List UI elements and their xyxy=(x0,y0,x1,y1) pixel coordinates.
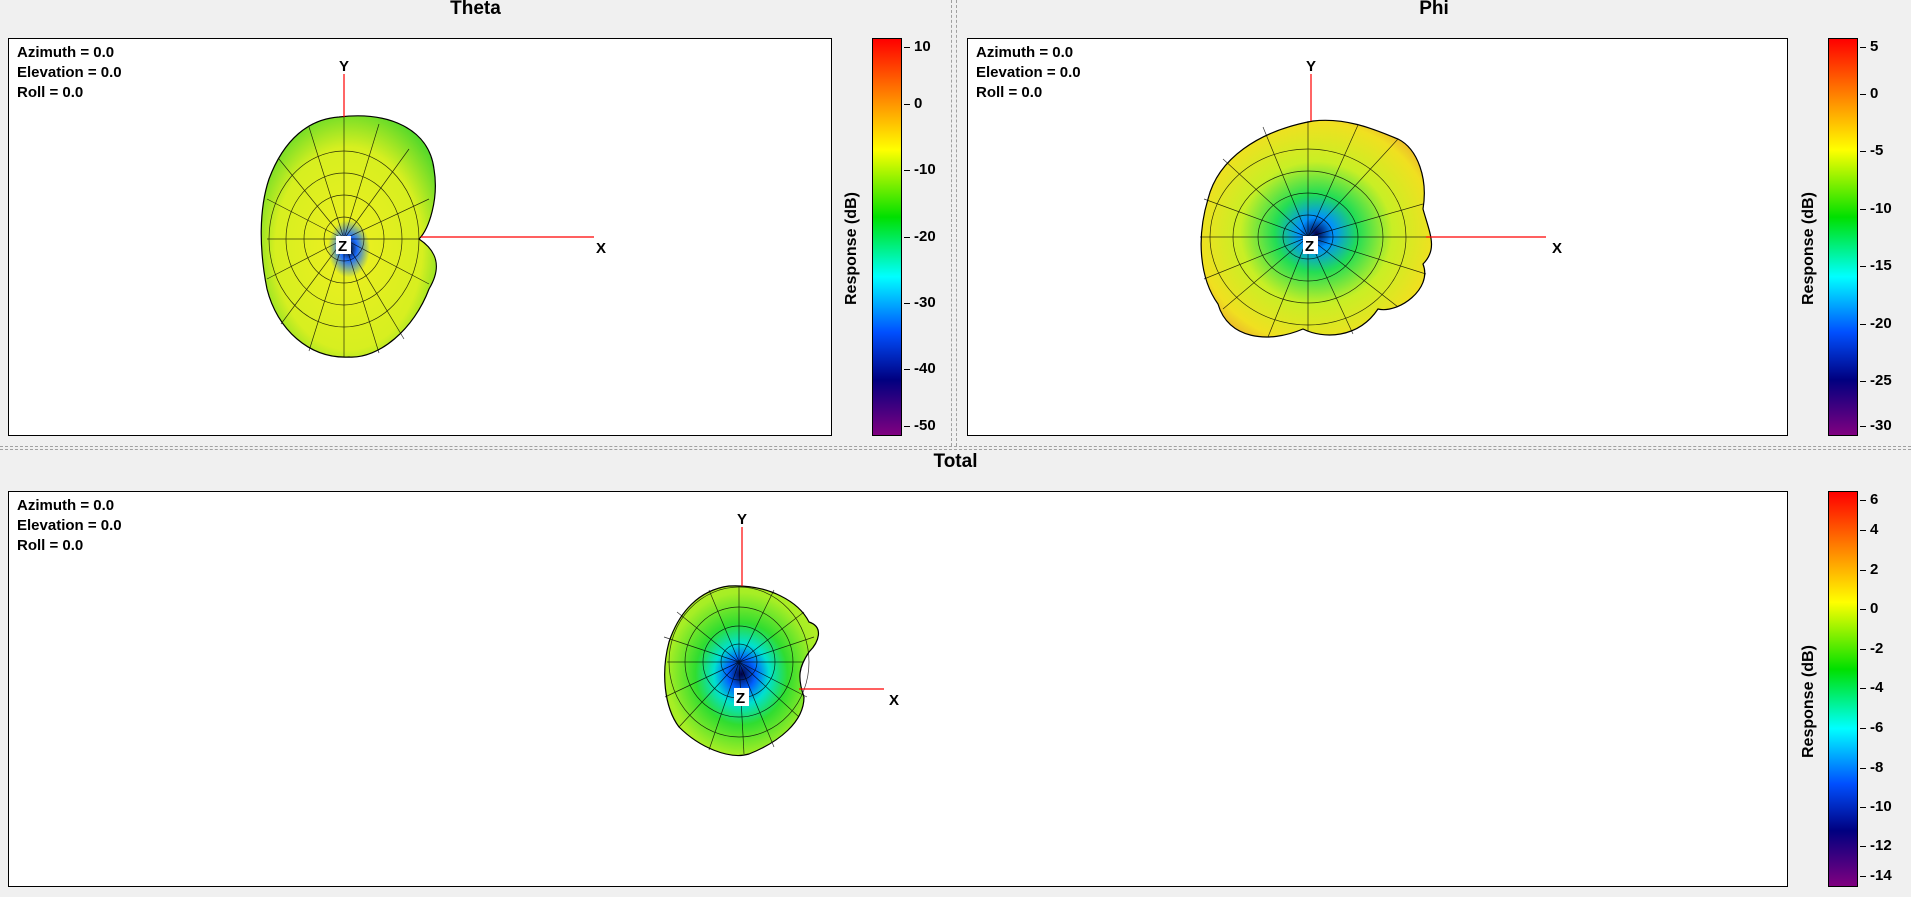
phi-colorbar xyxy=(1828,38,1858,436)
theta-z-axis-label: Z xyxy=(338,238,347,255)
total-panel-title: Total xyxy=(933,451,978,472)
theta-y-axis-label: Y xyxy=(339,58,349,75)
phi-3d-pattern: X Y Z xyxy=(1200,58,1562,338)
phi-colorbar-tick: -30 xyxy=(1860,417,1892,434)
horizontal-splitter[interactable] xyxy=(0,446,1911,450)
phi-colorbar-tick: -10 xyxy=(1860,200,1892,217)
phi-colorbar-tick: -5 xyxy=(1859,142,1884,159)
phi-y-axis-label: Y xyxy=(1306,58,1316,75)
total-pattern-surface xyxy=(664,585,819,757)
total-x-axis-label: X xyxy=(889,692,899,709)
theta-azimuth: Azimuth = 0.0 xyxy=(17,44,115,61)
total-colorbar-tick: -6 xyxy=(1859,719,1884,736)
total-z-axis-label: Z xyxy=(736,690,745,707)
total-colorbar-tick: -10 xyxy=(1860,798,1892,815)
total-3d-pattern: X Y Z xyxy=(663,511,899,757)
phi-colorbar-tick: -15 xyxy=(1860,257,1892,274)
theta-mesh xyxy=(266,117,430,357)
theta-elevation: Elevation = 0.0 xyxy=(17,64,122,81)
total-colorbar-tick: 0 xyxy=(1859,600,1879,617)
phi-plot-area[interactable]: Azimuth = 0.0 Elevation = 0.0 Roll = 0.0 xyxy=(967,38,1788,436)
total-colorbar-tick: -2 xyxy=(1859,640,1884,657)
theta-3d-pattern: X Y Z xyxy=(260,58,606,358)
theta-roll: Roll = 0.0 xyxy=(17,84,84,101)
theta-colorbar-tick: -50 xyxy=(904,417,936,434)
total-mesh xyxy=(663,586,815,755)
theta-colorbar-label: Response (dB) xyxy=(843,192,860,305)
total-colorbar-tick: -12 xyxy=(1860,837,1892,854)
theta-x-axis-label: X xyxy=(596,240,606,257)
theta-colorbar xyxy=(872,38,902,436)
theta-colorbar-tick: -40 xyxy=(904,360,936,377)
total-colorbar-label: Response (dB) xyxy=(1800,645,1817,758)
phi-panel-title: Phi xyxy=(1419,0,1449,19)
total-colorbar-tick: -14 xyxy=(1860,867,1892,884)
phi-colorbar-tick: -25 xyxy=(1860,372,1892,389)
phi-roll: Roll = 0.0 xyxy=(976,84,1043,101)
phi-elevation: Elevation = 0.0 xyxy=(976,64,1081,81)
theta-colorbar-tick: -30 xyxy=(904,294,936,311)
total-colorbar-tick: -8 xyxy=(1859,759,1884,776)
total-colorbar-tick: -4 xyxy=(1859,679,1884,696)
phi-colorbar-tick: 5 xyxy=(1859,38,1879,55)
total-colorbar-tick: 6 xyxy=(1859,491,1879,508)
total-orientation-readout: Azimuth = 0.0 Elevation = 0.0 Roll = 0.0 xyxy=(17,496,122,556)
total-plot-area[interactable]: Azimuth = 0.0 Elevation = 0.0 Roll = 0.0 xyxy=(8,491,1788,887)
phi-mesh xyxy=(1200,121,1427,338)
phi-colorbar-label: Response (dB) xyxy=(1800,192,1817,305)
total-roll: Roll = 0.0 xyxy=(17,537,84,554)
total-colorbar-tick: 4 xyxy=(1859,521,1879,538)
total-y-axis-label: Y xyxy=(737,511,747,528)
theta-orientation-readout: Azimuth = 0.0 Elevation = 0.0 Roll = 0.0 xyxy=(17,43,122,103)
theta-panel-title: Theta xyxy=(450,0,501,19)
phi-azimuth: Azimuth = 0.0 xyxy=(976,44,1074,61)
total-colorbar xyxy=(1828,491,1858,887)
phi-colorbar-tick: 0 xyxy=(1859,85,1879,102)
theta-colorbar-tick: 0 xyxy=(903,95,923,112)
phi-pattern-surface xyxy=(1200,119,1433,338)
theta-colorbar-tick: 10 xyxy=(904,38,931,55)
total-elevation: Elevation = 0.0 xyxy=(17,517,122,534)
total-colorbar-tick: 2 xyxy=(1859,561,1879,578)
theta-colorbar-tick: -20 xyxy=(904,228,936,245)
theta-colorbar-tick: -10 xyxy=(904,161,936,178)
vertical-splitter[interactable] xyxy=(951,0,957,446)
phi-x-axis-label: X xyxy=(1552,240,1562,257)
theta-plot-area[interactable]: Azimuth = 0.0 Elevation = 0.0 Roll = 0.0 xyxy=(8,38,832,436)
phi-z-axis-label: Z xyxy=(1305,238,1314,255)
phi-colorbar-tick: -20 xyxy=(1860,315,1892,332)
total-azimuth: Azimuth = 0.0 xyxy=(17,497,115,514)
phi-orientation-readout: Azimuth = 0.0 Elevation = 0.0 Roll = 0.0 xyxy=(976,43,1081,103)
